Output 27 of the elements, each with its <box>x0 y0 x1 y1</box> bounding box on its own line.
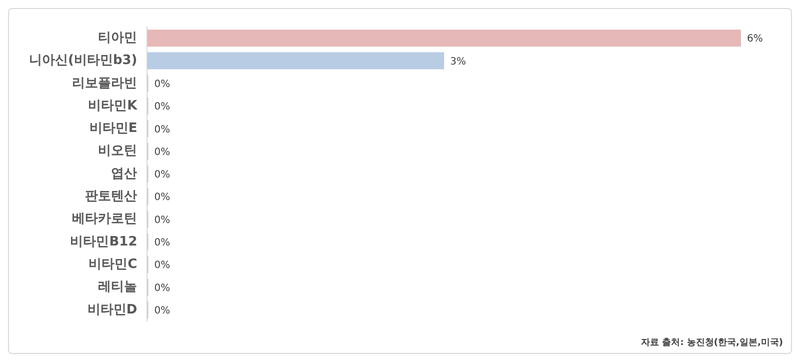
data-label: 0% <box>154 124 170 136</box>
data-label: 0% <box>154 79 170 90</box>
data-label: 0% <box>154 305 170 316</box>
data-label: 0% <box>154 260 170 272</box>
y-tick-label: 판토텐산 <box>85 189 138 204</box>
y-tick-label: 비타민K <box>88 98 138 114</box>
y-tick-label: 레티놀 <box>98 280 138 295</box>
data-label: 0% <box>154 192 170 204</box>
y-tick-label: 비타민E <box>89 121 138 136</box>
data-label: 3% <box>450 56 466 68</box>
y-tick-label: 엽산 <box>111 166 138 182</box>
text: 자료 출처: 농진청(한국,일본,미국) <box>641 336 783 349</box>
y-tick-label: 티아민 <box>98 30 138 46</box>
y-tick-label: 니아신(비타민b3) <box>29 53 138 68</box>
y-tick-label: 비오틴 <box>98 144 138 159</box>
y-tick-label: 비타민D <box>87 302 138 318</box>
data-label: 0% <box>154 282 170 294</box>
y-tick-label: 리보플라빈 <box>72 76 138 91</box>
y-tick-label: 비타민C <box>88 256 138 272</box>
data-label: 0% <box>154 146 170 158</box>
data-label: 0% <box>154 238 170 249</box>
data-label: 0% <box>154 102 170 113</box>
data-label: 0% <box>154 170 170 181</box>
y-tick-label: 베타카로틴 <box>72 212 138 227</box>
y-tick-label: 비타민B12 <box>70 234 138 250</box>
data-label: 0% <box>154 214 170 226</box>
data-label: 6% <box>747 34 763 45</box>
